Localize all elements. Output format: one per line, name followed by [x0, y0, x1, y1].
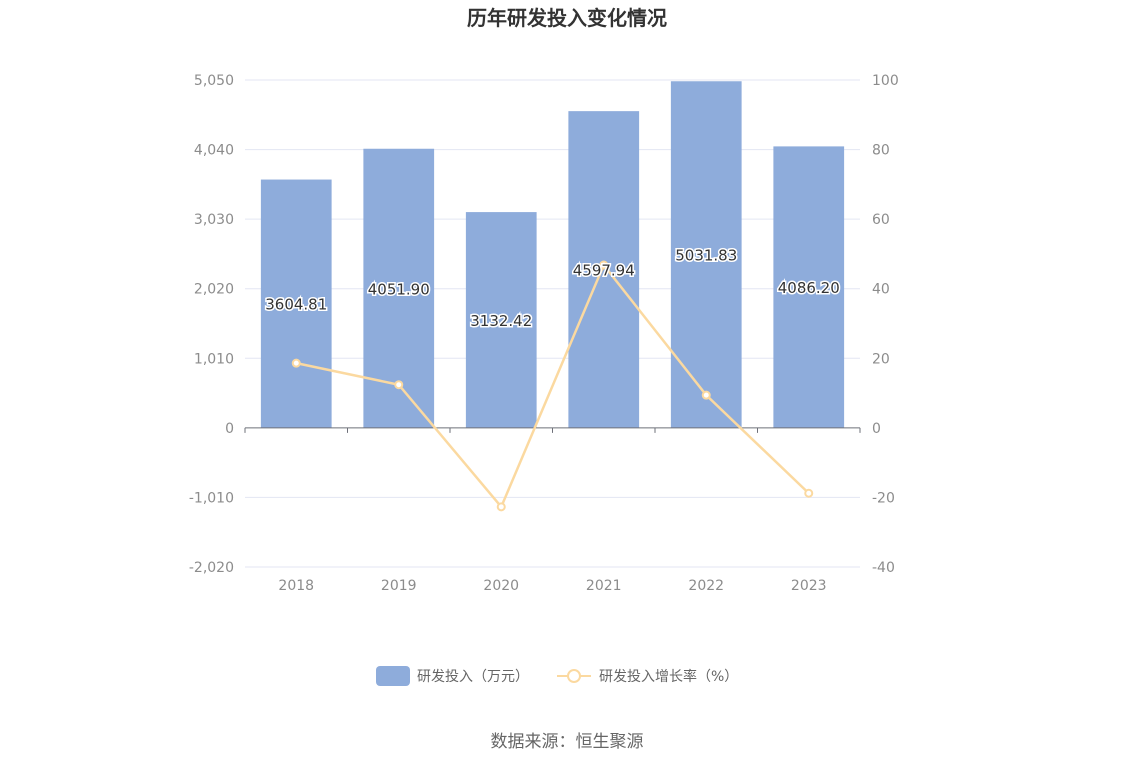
- right-tick-label: -20: [872, 490, 895, 506]
- right-tick-label: 40: [872, 282, 890, 298]
- bar-value-label: 3604.81: [265, 296, 327, 314]
- right-tick-label: 0: [872, 421, 881, 437]
- left-tick-label: 4,040: [194, 143, 234, 159]
- line-point[interactable]: [291, 358, 301, 368]
- line-series: [291, 260, 814, 512]
- x-tick-label: 2023: [791, 578, 827, 594]
- legend-line-marker: [567, 669, 581, 683]
- legend-bar-label: 研发投入（万元）: [417, 669, 529, 685]
- left-tick-label: -2,020: [189, 560, 234, 576]
- right-tick-label: 100: [872, 73, 899, 89]
- left-tick-label: -1,010: [189, 490, 234, 506]
- line-point[interactable]: [599, 260, 609, 270]
- bar-value-label: 3132.42: [470, 312, 532, 330]
- line-point[interactable]: [701, 390, 711, 400]
- bar[interactable]: [773, 146, 845, 428]
- growth-line: [295, 262, 810, 510]
- right-tick-label: 60: [872, 212, 890, 228]
- right-axis-ticks: 100 80 60 40 20 0 -20 -40: [872, 73, 899, 576]
- grid-lines: [245, 79, 860, 568]
- x-tick-label: 2021: [586, 578, 622, 594]
- bar-value-label: 4051.90: [368, 280, 430, 298]
- left-tick-label: 0: [225, 421, 234, 437]
- bar-labels: 3604.81 4051.90 3132.42 4597.94 5031.83 4086.…: [264, 245, 842, 331]
- legend-bar-swatch: [376, 666, 410, 686]
- bar[interactable]: [260, 179, 332, 428]
- right-tick-label: 20: [872, 351, 890, 367]
- line-point[interactable]: [804, 488, 814, 498]
- bar-series: [260, 81, 845, 428]
- line-point[interactable]: [496, 502, 506, 512]
- source-text: 数据来源：恒生聚源: [491, 732, 644, 752]
- chart-title: 历年研发投入变化情况: [467, 6, 667, 30]
- right-tick-label: -40: [872, 560, 895, 576]
- legend-line-label: 研发投入增长率（%）: [599, 668, 738, 685]
- bar[interactable]: [465, 212, 537, 428]
- bar-value-label: 4597.94: [573, 261, 635, 279]
- left-tick-label: 1,010: [194, 351, 234, 367]
- x-axis-ticks: 2018 2019 2020 2021 2022 2023: [244, 427, 861, 594]
- left-tick-label: 3,030: [194, 212, 234, 228]
- bar-value-label: 4086.20: [778, 279, 840, 297]
- x-tick-label: 2018: [278, 578, 314, 594]
- bar[interactable]: [670, 81, 742, 428]
- x-tick-label: 2020: [483, 578, 519, 594]
- left-axis-ticks: 5,050 4,040 3,030 2,020 1,010 0 -1,010 -2,020: [189, 73, 234, 576]
- right-tick-label: 80: [872, 143, 890, 159]
- line-point[interactable]: [394, 380, 404, 390]
- bar-value-label: 5031.83: [675, 247, 737, 265]
- left-tick-label: 2,020: [194, 282, 234, 298]
- left-tick-label: 5,050: [194, 73, 234, 89]
- x-tick-label: 2019: [381, 578, 417, 594]
- x-tick-label: 2022: [688, 578, 724, 594]
- legend[interactable]: 研发投入（万元） 研发投入增长率（%）: [376, 666, 738, 686]
